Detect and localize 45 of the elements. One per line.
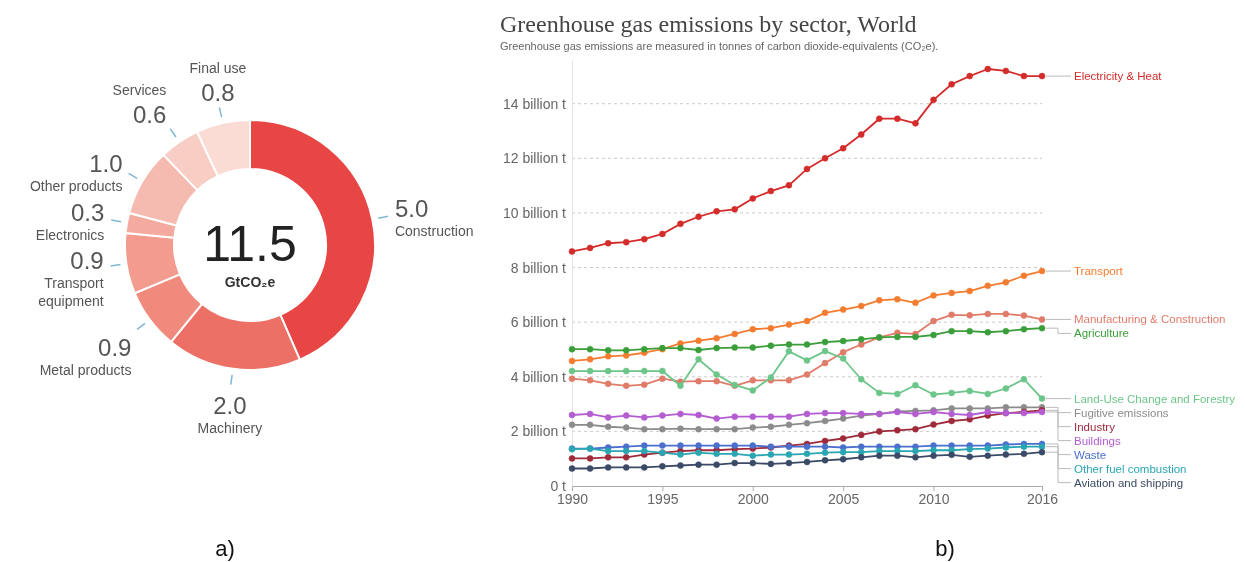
text: GtCO₂e: [224, 274, 276, 290]
data-label: 5.0: [394, 194, 429, 222]
slice-label: Services: [112, 81, 167, 98]
data-label: 0.6: [132, 100, 167, 128]
data-label: 2.0: [213, 391, 247, 419]
slice-label: Machinery: [197, 419, 263, 436]
slice-label: Metal products: [39, 361, 132, 378]
text: Industry: [1074, 420, 1116, 433]
data-label: 0.9: [70, 247, 104, 275]
text: b): [935, 536, 955, 561]
chart-subtitle: Greenhouse gas emissions are measured in tonnes of carbon dioxide-equivalents (CO₂e).: [500, 40, 939, 52]
slice-label: Final use: [189, 59, 247, 76]
data-label: 0.3: [70, 198, 105, 226]
text: Land-Use Change and Forestry: [1074, 392, 1236, 405]
data-label: 0.9: [98, 333, 132, 361]
x-tick-label: 2000: [737, 490, 770, 507]
text: Other fuel combustion: [1074, 462, 1187, 475]
text: Electricity & Heat: [1074, 70, 1163, 83]
x-tick-label: 2005: [828, 490, 860, 507]
text: 11.5: [203, 216, 297, 272]
slice-label: Construction: [394, 222, 474, 239]
slice-label: Electronics: [35, 226, 105, 243]
text: Buildings: [1074, 434, 1121, 447]
y-tick-label: 8 billion t: [510, 259, 567, 276]
x-tick-label: 2010: [918, 490, 950, 507]
data-label: 0.8: [201, 78, 235, 106]
y-tick-label: 2 billion t: [510, 423, 567, 440]
chart-title: Greenhouse gas emissions by sector, World: [500, 11, 917, 37]
y-tick-label: 12 billion t: [502, 150, 567, 167]
data-label: 1.0: [89, 149, 123, 177]
y-tick-label: 14 billion t: [502, 95, 567, 112]
slice-label: Transport equipment: [38, 275, 104, 310]
y-tick-label: 10 billion t: [502, 204, 567, 221]
y-tick-label: 6 billion t: [510, 314, 567, 331]
y-tick-label: 4 billion t: [510, 368, 567, 385]
text: Agriculture: [1074, 327, 1129, 340]
text: a): [215, 536, 235, 561]
text: Fugitive emissions: [1074, 406, 1169, 419]
text: Aviation and shipping: [1074, 476, 1184, 489]
text: Waste: [1074, 448, 1107, 461]
slice-label: Other products: [29, 177, 123, 194]
text: Transport: [1074, 265, 1124, 278]
text: Manufacturing & Construction: [1074, 313, 1226, 326]
x-tick-label: 2016: [1026, 490, 1059, 507]
x-tick-label: 1995: [647, 490, 679, 507]
